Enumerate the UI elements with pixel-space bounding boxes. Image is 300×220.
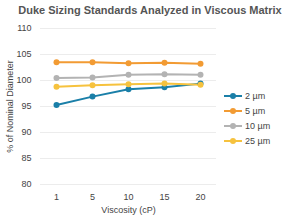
- svg-text:10: 10: [123, 192, 133, 202]
- svg-text:100: 100: [16, 75, 31, 85]
- svg-text:5: 5: [90, 192, 95, 202]
- svg-text:Viscosity (cP): Viscosity (cP): [101, 205, 155, 215]
- html-text:2 µm: 2 µm: [245, 90, 266, 101]
- svg-text:105: 105: [16, 49, 31, 59]
- html-text:5 µm: 5 µm: [245, 105, 266, 116]
- html-text:25 µm: 25 µm: [245, 135, 271, 146]
- svg-text:1: 1: [54, 192, 59, 202]
- svg-text:% of Nominal Diameter: % of Nominal Diameter: [5, 60, 15, 153]
- html-text:Duke Sizing Standards Analyzed: Duke Sizing Standards Analyzed in Viscou…: [18, 4, 282, 16]
- html-text:10 µm: 10 µm: [245, 120, 271, 131]
- svg-text:20: 20: [195, 192, 205, 202]
- svg-text:80: 80: [21, 179, 31, 189]
- svg-text:85: 85: [21, 153, 31, 163]
- svg-text:110: 110: [17, 23, 31, 33]
- svg-text:90: 90: [21, 127, 31, 137]
- svg-text:95: 95: [21, 101, 31, 111]
- svg-text:15: 15: [159, 192, 169, 202]
